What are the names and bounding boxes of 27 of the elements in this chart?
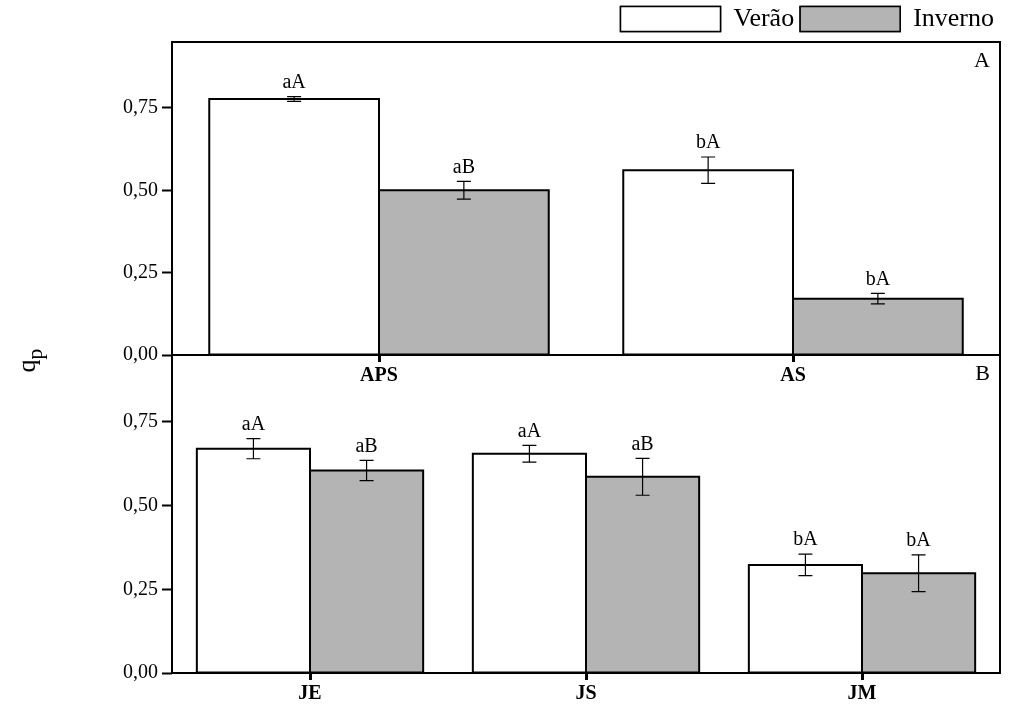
y-tick-label: 0,00 bbox=[123, 660, 158, 683]
legend-label: Verão bbox=[733, 2, 795, 32]
data-label: aB bbox=[355, 433, 378, 456]
y-tick-label: 0,75 bbox=[123, 95, 158, 118]
y-tick-label: 0,50 bbox=[123, 177, 158, 200]
y-tick-label: 0,50 bbox=[123, 492, 158, 515]
legend-label: Inverno bbox=[913, 2, 994, 32]
data-label: aB bbox=[452, 154, 475, 177]
x-tick-label: APS bbox=[360, 363, 398, 386]
annotation: A bbox=[974, 46, 991, 72]
data-label: bA bbox=[865, 266, 891, 289]
data-label: aA bbox=[241, 411, 266, 434]
data-label: aB bbox=[631, 431, 654, 454]
data-label: bA bbox=[793, 527, 819, 550]
y-tick-label: 0,75 bbox=[123, 409, 158, 432]
x-tick-label: JS bbox=[575, 681, 597, 704]
x-tick-label: JM bbox=[847, 681, 877, 704]
y-tick-label: 0,00 bbox=[123, 342, 158, 365]
x-tick-label: AS bbox=[780, 363, 806, 386]
annotation: B bbox=[975, 359, 990, 385]
y-tick-label: 0,25 bbox=[123, 259, 158, 282]
data-label: aA bbox=[517, 418, 542, 441]
data-label: aA bbox=[282, 69, 307, 92]
y-tick-label: 0,25 bbox=[123, 576, 158, 599]
data-label: bA bbox=[695, 130, 721, 153]
data-label: bA bbox=[906, 528, 932, 551]
x-tick-label: JE bbox=[298, 681, 322, 704]
